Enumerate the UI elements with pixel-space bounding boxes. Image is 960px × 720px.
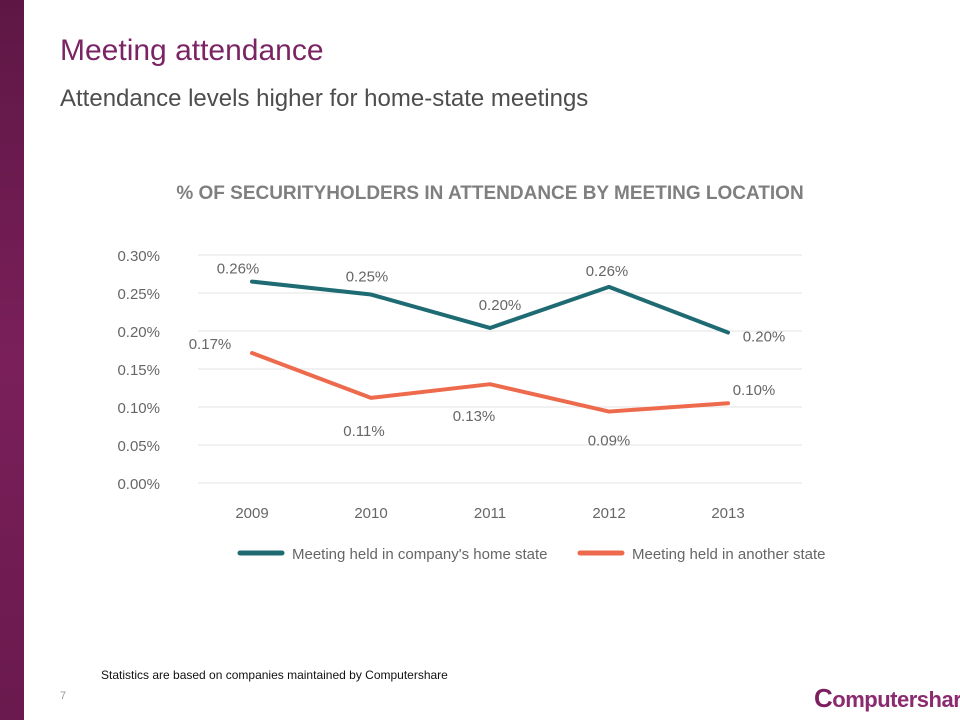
other-state-series-line — [250, 351, 730, 414]
home-state-series-line — [250, 279, 730, 335]
data-label: 0.11% — [343, 423, 384, 440]
x-tick-label: 2010 — [354, 505, 387, 522]
y-tick-label: 0.30% — [117, 248, 160, 265]
data-label: 0.10% — [733, 382, 776, 399]
x-axis: 2009 2010 2011 2012 2013 — [235, 505, 744, 522]
data-label: 0.26% — [217, 261, 260, 278]
data-label: 0.25% — [346, 269, 389, 286]
footnote: Statistics are based on companies mainta… — [101, 668, 448, 682]
x-tick-label: 2011 — [474, 505, 506, 522]
x-tick-label: 2012 — [592, 505, 625, 522]
data-label: 0.13% — [453, 408, 496, 425]
data-label: 0.20% — [743, 329, 786, 346]
y-tick-label: 0.20% — [117, 324, 160, 341]
y-tick-label: 0.00% — [117, 476, 160, 493]
x-tick-label: 2009 — [235, 505, 268, 522]
chart-legend: Meeting held in company's home state Meet… — [237, 546, 825, 563]
data-label: 0.20% — [479, 297, 522, 314]
computershare-logo: Computershare — [814, 683, 960, 713]
page-subtitle: Attendance levels higher for home-state … — [60, 85, 589, 112]
y-tick-label: 0.10% — [117, 400, 160, 417]
x-tick-label: 2013 — [711, 505, 744, 522]
data-label: 0.09% — [588, 433, 631, 450]
y-tick-label: 0.05% — [117, 438, 160, 455]
y-tick-label: 0.15% — [117, 362, 160, 379]
data-label: 0.17% — [189, 336, 232, 353]
side-accent-bar — [0, 0, 24, 720]
page-title: Meeting attendance — [60, 34, 324, 67]
page-number: 7 — [60, 690, 67, 702]
legend-label: Meeting held in another state — [632, 546, 825, 563]
y-axis: 0.00% 0.05% 0.10% 0.15% 0.20% 0.25% 0.30% — [117, 248, 160, 493]
legend-label: Meeting held in company's home state — [292, 546, 548, 563]
data-label: 0.26% — [586, 263, 629, 280]
chart-data-labels: 0.26% 0.25% 0.20% 0.26% 0.20% 0.17% 0.11% 0.13%… — [189, 261, 786, 450]
y-tick-label: 0.25% — [117, 286, 160, 303]
chart-title: % OF SECURITYHOLDERS IN ATTENDANCE BY ME… — [176, 183, 803, 204]
chart-gridlines — [198, 254, 802, 484]
chart-series — [250, 279, 730, 414]
